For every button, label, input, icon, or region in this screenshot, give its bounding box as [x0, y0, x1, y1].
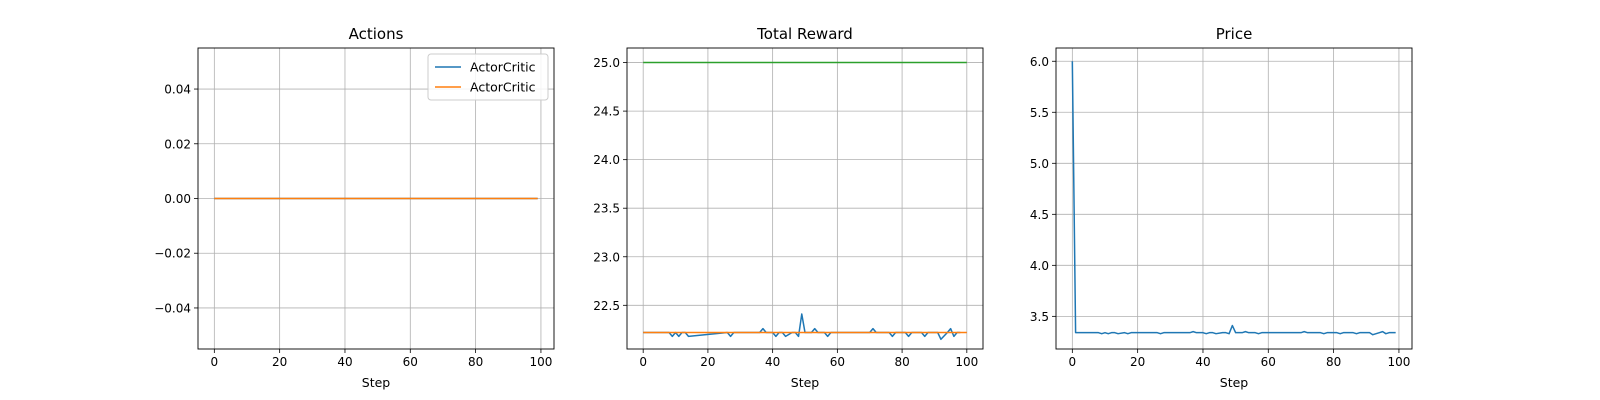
x-axis-label: Step	[1220, 375, 1249, 390]
chart-panel-1: 0 20 40 60 80 100 −0.04 −0.02 0.00 0.02 0.04 Action…	[154, 25, 555, 390]
y-tick-label: −0.02	[154, 247, 191, 261]
x-tick-label: 60	[1261, 355, 1276, 369]
legend-label: ActorCritic	[470, 60, 536, 75]
legend-box	[427, 53, 549, 101]
y-tick-label: 5.5	[1030, 106, 1049, 120]
y-tick-label: 0.00	[164, 192, 191, 206]
x-axis-label: Step	[362, 375, 391, 390]
x-tick-label: 60	[830, 355, 845, 369]
chart-title: Actions	[349, 25, 404, 43]
series-line-1	[643, 313, 961, 341]
y-tick-label: −0.04	[154, 301, 191, 315]
x-tick-label: 100	[529, 355, 552, 369]
x-tick-label: 0	[1069, 355, 1077, 369]
x-tick-label: 60	[403, 355, 418, 369]
y-tick-label: 25.0	[593, 56, 620, 70]
y-tick-label: 4.5	[1030, 208, 1049, 222]
series-line-1	[1071, 61, 1396, 336]
x-axis-label: Step	[791, 375, 820, 390]
x-tick-label: 100	[1387, 355, 1410, 369]
axes-frame	[626, 47, 984, 350]
x-tick-label: 80	[1326, 355, 1341, 369]
y-tick-label: 24.5	[593, 105, 620, 119]
x-tick-label: 0	[639, 355, 647, 369]
legend: ActorCritic ActorCritic	[427, 53, 549, 101]
y-tick-label: 23.0	[593, 250, 620, 264]
chart-title: Total Reward	[756, 25, 853, 43]
x-tick-label: 80	[894, 355, 909, 369]
y-tick-label: 4.0	[1030, 259, 1049, 273]
chart-title: Price	[1216, 25, 1253, 43]
x-tick-label: 20	[272, 355, 287, 369]
chart-panel-2: 0 20 40 60 80 100 22.5 23.0 23.5 24.0 24.5 25.0 Tota…	[593, 25, 984, 390]
x-tick-label: 20	[1130, 355, 1145, 369]
x-tick-label: 80	[468, 355, 483, 369]
y-tick-label: 0.02	[164, 137, 191, 151]
y-tick-label: 22.5	[593, 299, 620, 313]
y-tick-label: 6.0	[1030, 55, 1049, 69]
x-tick-label: 20	[700, 355, 715, 369]
axes-frame	[1055, 47, 1413, 350]
y-tick-label: 5.0	[1030, 157, 1049, 171]
x-tick-label: 40	[765, 355, 780, 369]
x-tick-label: 0	[211, 355, 219, 369]
x-tick-label: 40	[337, 355, 352, 369]
y-tick-label: 3.5	[1030, 310, 1049, 324]
y-tick-label: 0.04	[164, 83, 191, 97]
chart-panel-3: 0 20 40 60 80 100 3.5 4.0 4.5 5.0 5.5 6.0 Price Step	[1030, 25, 1413, 390]
x-tick-label: 40	[1195, 355, 1210, 369]
y-tick-label: 24.0	[593, 153, 620, 167]
y-tick-label: 23.5	[593, 202, 620, 216]
x-tick-label: 100	[955, 355, 978, 369]
legend-label: ActorCritic	[470, 80, 536, 95]
